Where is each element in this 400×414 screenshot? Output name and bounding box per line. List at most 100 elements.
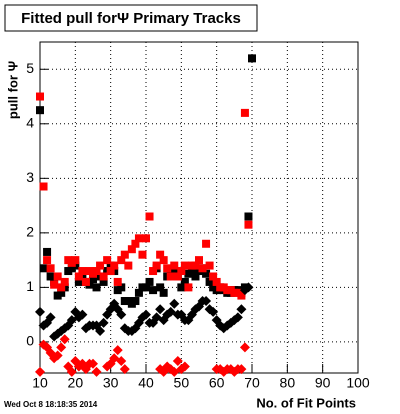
x-axis-label: No. of Fit Points <box>256 395 356 410</box>
point <box>195 256 203 265</box>
point <box>145 212 154 221</box>
point <box>131 297 140 306</box>
point <box>212 277 221 286</box>
point <box>149 267 158 276</box>
point <box>173 272 182 281</box>
point <box>152 261 161 270</box>
point <box>191 261 200 270</box>
point <box>106 267 115 276</box>
point <box>179 361 190 372</box>
point <box>201 296 212 307</box>
point <box>99 272 108 281</box>
point <box>169 298 180 309</box>
point <box>170 261 179 270</box>
y-tick-label: 5 <box>26 60 34 76</box>
point <box>232 312 243 323</box>
point <box>35 366 45 377</box>
point <box>113 277 122 286</box>
point <box>74 272 83 281</box>
point <box>184 283 193 292</box>
point <box>52 350 63 361</box>
point <box>145 277 154 286</box>
point <box>46 272 55 281</box>
point <box>110 261 119 270</box>
point <box>92 267 101 276</box>
point <box>81 277 90 286</box>
point <box>156 283 165 292</box>
point <box>117 283 126 292</box>
point <box>92 283 101 292</box>
timestamp: Wed Oct 8 18:18:35 2014 <box>4 400 98 409</box>
point <box>177 283 186 292</box>
point <box>88 358 98 369</box>
point <box>57 283 66 292</box>
point <box>78 267 87 276</box>
point <box>159 256 168 265</box>
y-tick-label: 4 <box>26 114 34 130</box>
y-tick-label: 1 <box>26 278 34 294</box>
point <box>170 267 179 276</box>
point <box>142 234 150 243</box>
point <box>91 366 102 377</box>
point <box>43 256 52 265</box>
point <box>95 326 106 337</box>
point <box>71 256 80 265</box>
point <box>53 272 62 281</box>
point <box>141 309 151 320</box>
point <box>156 250 165 259</box>
point <box>166 272 175 281</box>
point <box>112 345 123 356</box>
point <box>142 283 150 292</box>
point <box>124 261 133 270</box>
point <box>248 54 256 63</box>
point <box>163 264 172 273</box>
point <box>89 275 97 284</box>
point <box>50 280 59 289</box>
x-tick-label: 20 <box>68 375 84 391</box>
x-tick-label: 70 <box>244 375 260 391</box>
point <box>117 256 126 265</box>
point <box>236 304 247 315</box>
x-tick-label: 50 <box>174 375 190 391</box>
x-tick-label: 80 <box>280 375 296 391</box>
point <box>120 250 129 259</box>
point <box>96 261 105 270</box>
point <box>45 312 56 323</box>
point <box>180 277 189 286</box>
point <box>134 288 143 297</box>
point <box>57 288 66 297</box>
point <box>36 92 44 101</box>
point <box>180 261 189 270</box>
point <box>244 212 253 221</box>
point <box>149 286 158 295</box>
y-axis-label: pull for Ψ <box>5 61 20 119</box>
point <box>187 267 196 276</box>
chart-title: Fitted pull forΨ Primary Tracks <box>21 10 241 27</box>
point <box>39 264 48 273</box>
point <box>119 364 130 375</box>
point <box>131 239 140 248</box>
point <box>43 247 52 256</box>
title-box <box>4 4 258 32</box>
point <box>202 269 211 278</box>
y-tick-label: 0 <box>26 333 34 349</box>
point <box>138 250 147 259</box>
point <box>99 277 108 286</box>
point <box>177 267 186 276</box>
point <box>103 256 112 265</box>
x-tick-label: 60 <box>209 375 225 391</box>
point <box>59 334 70 345</box>
y-tick-label: 2 <box>26 224 34 240</box>
x-tick-label: 40 <box>138 375 154 391</box>
point <box>236 364 247 375</box>
point <box>244 220 253 229</box>
point <box>237 291 246 300</box>
x-tick-label: 90 <box>315 375 331 391</box>
point <box>35 306 45 317</box>
x-tick-label: 30 <box>103 375 119 391</box>
point <box>116 309 127 320</box>
point <box>46 264 55 273</box>
y-tick-label: 3 <box>26 169 34 185</box>
point <box>116 356 127 367</box>
